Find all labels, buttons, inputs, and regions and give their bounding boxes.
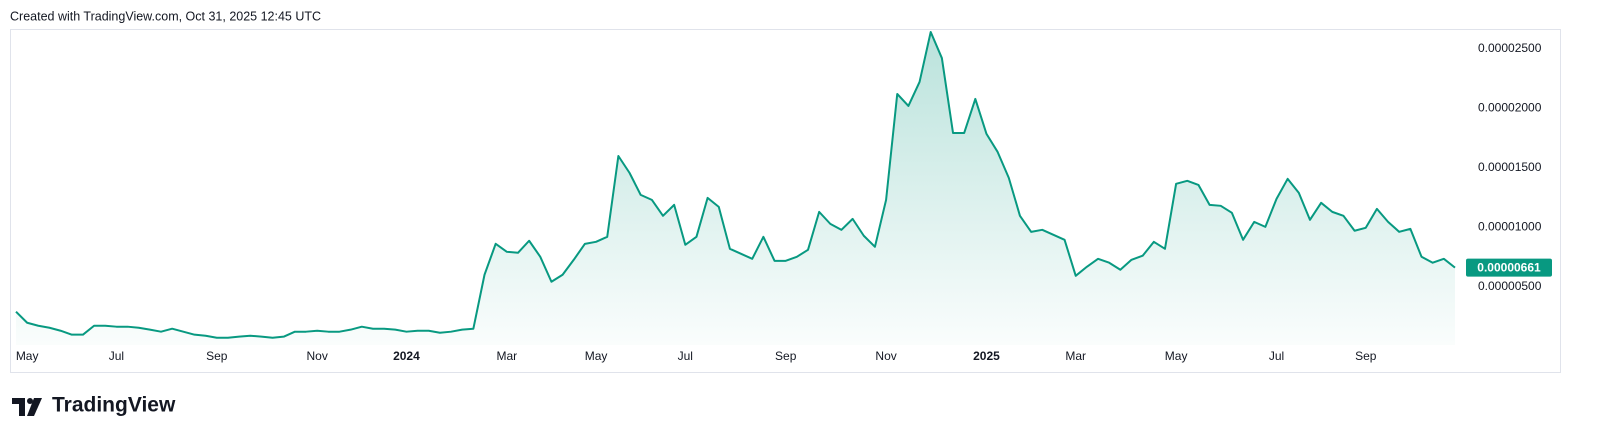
x-tick-label: May [1165, 349, 1188, 363]
x-tick-label: Sep [1355, 349, 1377, 363]
header-text: Created with TradingView.com, Oct 31, 20… [10, 9, 321, 23]
x-tick-label: Jul [678, 349, 693, 363]
y-tick-label: 0.00001000 [1478, 219, 1542, 233]
y-tick-label: 0.00002500 [1478, 41, 1542, 55]
x-tick-label: Mar [496, 349, 517, 363]
last-price-badge [1466, 258, 1552, 277]
price-line [15, 31, 1456, 339]
x-tick-label: Nov [875, 349, 896, 363]
y-tick-label: 0.00000500 [1478, 279, 1542, 293]
x-tick-label: May [16, 349, 39, 363]
x-tick-label: Sep [206, 349, 228, 363]
last-price-label: 0.00000661 [1477, 260, 1541, 274]
y-tick-label: 0.00002000 [1478, 101, 1542, 115]
x-tick-label: Sep [775, 349, 797, 363]
x-tick-label: Nov [307, 349, 328, 363]
chart-frame [10, 29, 1561, 373]
x-tick-label: Jul [1269, 349, 1284, 363]
x-tick-label: 2024 [393, 349, 420, 363]
x-tick-label: Mar [1065, 349, 1086, 363]
x-tick-label: May [585, 349, 608, 363]
x-tick-label: Jul [109, 349, 124, 363]
x-tick-label: 2025 [973, 349, 1000, 363]
brand-name: TradingView [52, 394, 176, 417]
y-tick-label: 0.00001500 [1478, 160, 1542, 174]
brand-logo: TradingView [12, 394, 176, 417]
area-fill [16, 32, 1455, 346]
